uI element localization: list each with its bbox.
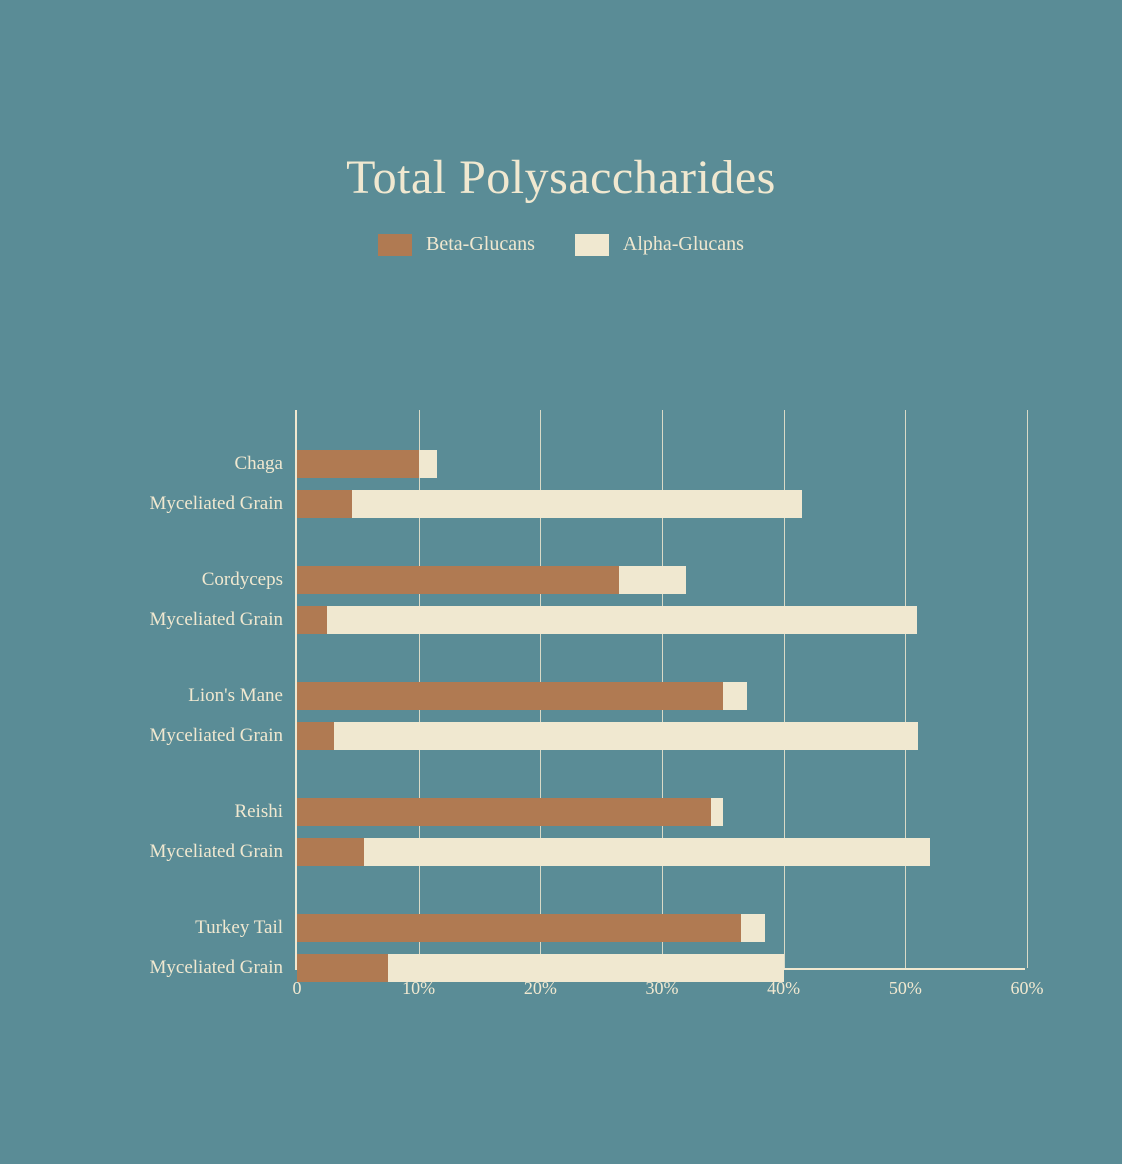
plot-region: 010%20%30%40%50%60%ChagaMyceliated Grain… <box>295 410 1025 970</box>
bar-segment-beta <box>297 722 334 750</box>
bar-segment-alpha <box>741 914 765 942</box>
legend-label-beta: Beta-Glucans <box>426 233 535 256</box>
bar-segment-beta <box>297 798 711 826</box>
bar-row <box>297 490 802 518</box>
bar-segment-alpha <box>364 838 930 866</box>
bar-segment-beta <box>297 838 364 866</box>
bar-segment-beta <box>297 954 388 982</box>
legend-swatch-beta <box>378 234 412 256</box>
y-axis-label: Cordyceps <box>202 569 283 591</box>
y-axis-label: Myceliated Grain <box>150 493 283 515</box>
bar-segment-beta <box>297 606 327 634</box>
legend-item-alpha: Alpha-Glucans <box>575 233 744 256</box>
bar-segment-beta <box>297 682 723 710</box>
legend: Beta-Glucans Alpha-Glucans <box>0 233 1122 256</box>
bar-segment-beta <box>297 914 741 942</box>
y-axis-label: Turkey Tail <box>195 917 283 939</box>
x-tick-label: 60% <box>1011 978 1044 999</box>
chart-title: Total Polysaccharides <box>0 0 1122 205</box>
y-axis-label: Myceliated Grain <box>150 609 283 631</box>
bar-segment-alpha <box>334 722 918 750</box>
bar-segment-alpha <box>723 682 747 710</box>
bar-row <box>297 566 686 594</box>
bar-segment-alpha <box>419 450 437 478</box>
y-axis-label: Myceliated Grain <box>150 725 283 747</box>
y-axis-label: Lion's Mane <box>188 685 283 707</box>
legend-swatch-alpha <box>575 234 609 256</box>
bar-row <box>297 914 765 942</box>
bar-row <box>297 838 930 866</box>
bar-row <box>297 682 747 710</box>
y-axis-label: Reishi <box>234 801 283 823</box>
bar-row <box>297 798 723 826</box>
gridline <box>905 410 906 968</box>
chart-area: 010%20%30%40%50%60%ChagaMyceliated Grain… <box>100 410 1050 970</box>
bar-row <box>297 450 437 478</box>
bar-row <box>297 722 918 750</box>
y-axis-label: Myceliated Grain <box>150 957 283 979</box>
bar-segment-beta <box>297 490 352 518</box>
bar-row <box>297 954 784 982</box>
bar-row <box>297 606 917 634</box>
legend-item-beta: Beta-Glucans <box>378 233 535 256</box>
legend-label-alpha: Alpha-Glucans <box>623 233 744 256</box>
y-axis-label: Myceliated Grain <box>150 841 283 863</box>
bar-segment-alpha <box>388 954 783 982</box>
bar-segment-alpha <box>619 566 686 594</box>
bar-segment-beta <box>297 566 619 594</box>
bar-segment-beta <box>297 450 419 478</box>
bar-segment-alpha <box>352 490 802 518</box>
y-axis-label: Chaga <box>234 453 283 475</box>
gridline <box>1027 410 1028 968</box>
bar-segment-alpha <box>327 606 917 634</box>
x-tick-label: 50% <box>889 978 922 999</box>
bar-segment-alpha <box>711 798 723 826</box>
